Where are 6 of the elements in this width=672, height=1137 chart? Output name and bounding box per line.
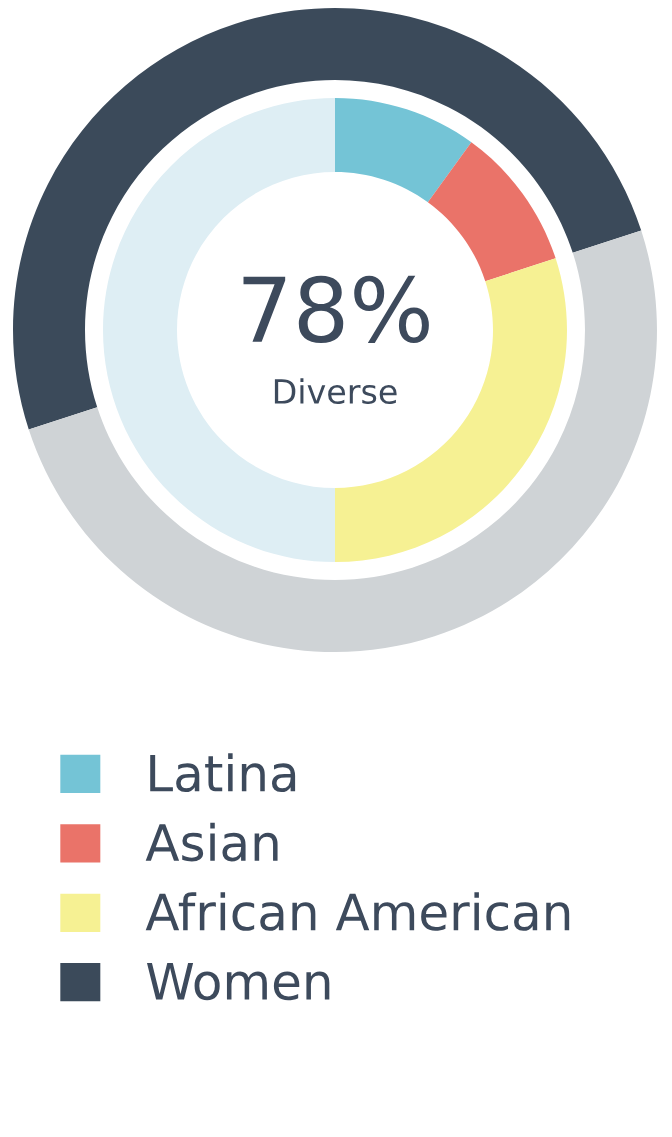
legend-label: Latina: [150, 753, 296, 793]
text: 78%: [243, 275, 429, 343]
legend-label: Asian: [145, 822, 278, 862]
legend-label: African American: [145, 892, 570, 931]
legend-label: Women: [146, 963, 330, 1001]
text: Diverse: [274, 378, 397, 405]
